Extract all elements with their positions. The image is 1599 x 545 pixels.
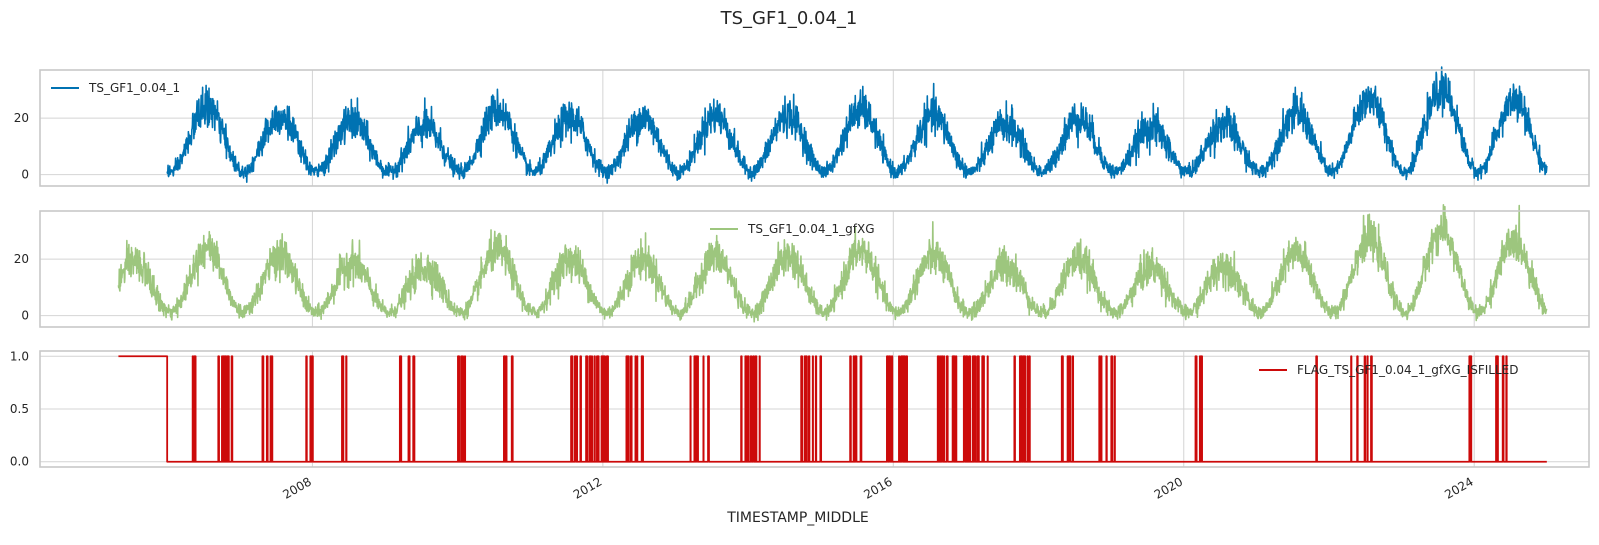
panel-1-y-ticks: 0 20: [14, 111, 29, 182]
figure-title: TS_GF1_0.04_1: [720, 8, 858, 29]
y-tick-label: 0: [21, 309, 29, 323]
panel-1-frame: [39, 69, 1590, 187]
x-tick-label: 2016: [861, 474, 894, 501]
x-tick-label: 2024: [1442, 474, 1475, 501]
panel-1-series: [166, 66, 1548, 184]
panel-1: 0 20 TS_GF1_0.04_1: [14, 66, 1590, 187]
panel-2-legend-label: TS_GF1_0.04_1_gfXG: [747, 222, 875, 236]
series-line: [166, 66, 1548, 184]
series-line: [117, 204, 1548, 323]
series-line: [118, 355, 1547, 463]
x-axis-ticks: 2008 2012 2016 2020 2024: [280, 474, 1475, 501]
y-tick-label: 0.5: [10, 402, 29, 416]
panel-3-frame: [39, 350, 1590, 468]
panel-1-legend: TS_GF1_0.04_1: [51, 81, 180, 95]
x-tick-label: 2008: [280, 474, 313, 501]
y-tick-label: 0: [21, 168, 29, 182]
panel-2-frame: [39, 210, 1590, 328]
y-tick-label: 20: [14, 111, 29, 125]
panel-1-legend-label: TS_GF1_0.04_1: [88, 81, 180, 95]
x-tick-label: 2020: [1152, 474, 1185, 501]
x-axis-label: TIMESTAMP_MIDDLE: [726, 510, 868, 526]
panel-3: 0.0 0.5 1.0 FLAG_TS_GF1_0.04_1_gfXG_ISFILL…: [10, 349, 1590, 469]
panel-2: 0 20 TS_GF1_0.04_1_gfXG: [14, 204, 1590, 328]
y-tick-label: 0.0: [10, 455, 29, 469]
x-tick-label: 2012: [571, 474, 604, 501]
panel-3-legend: FLAG_TS_GF1_0.04_1_gfXG_ISFILLED: [1259, 363, 1518, 377]
panel-3-series: [118, 355, 1547, 463]
panel-3-legend-label: FLAG_TS_GF1_0.04_1_gfXG_ISFILLED: [1297, 363, 1518, 377]
y-tick-label: 1.0: [10, 349, 29, 363]
panel-2-y-ticks: 0 20: [14, 252, 29, 323]
panel-2-series: [117, 204, 1548, 323]
panel-2-legend: TS_GF1_0.04_1_gfXG: [710, 222, 875, 236]
y-tick-label: 20: [14, 252, 29, 266]
panel-3-y-ticks: 0.0 0.5 1.0: [10, 349, 29, 468]
